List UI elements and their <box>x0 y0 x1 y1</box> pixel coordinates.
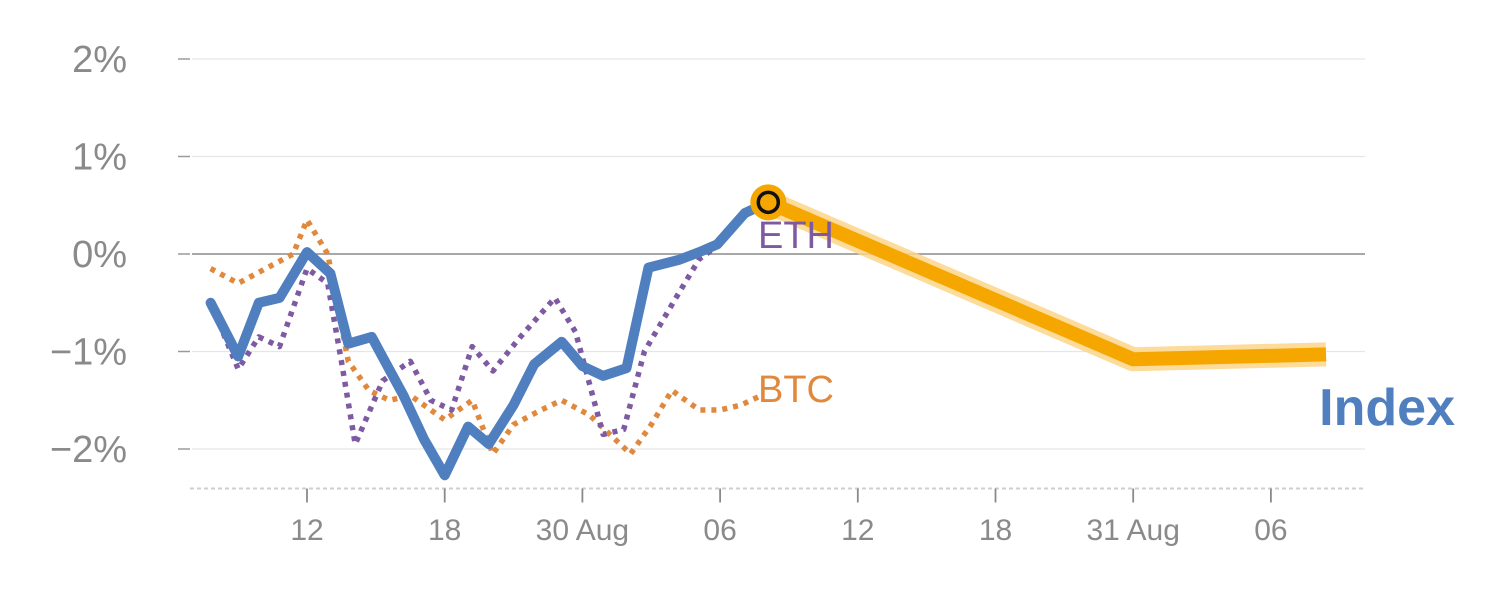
y-tick-label: 2% <box>72 39 127 81</box>
y-tick-label: 0% <box>72 234 127 276</box>
current-point-marker <box>750 184 787 221</box>
index-series-line <box>205 197 774 481</box>
forecast-series-halo <box>763 191 1327 372</box>
btc-series-label: BTC <box>758 369 834 411</box>
series-lines <box>205 191 1327 481</box>
x-tick-label: 06 <box>703 514 736 547</box>
x-tick-label: 18 <box>428 514 461 547</box>
x-tick-label: 12 <box>290 514 323 547</box>
x-tick-label: 12 <box>841 514 874 547</box>
y-axis: 2% 1% 0% −1% −2% <box>50 39 127 471</box>
x-tick-label: 06 <box>1254 514 1287 547</box>
x-axis: 12 18 30 Aug 06 12 18 31 Aug 06 <box>290 488 1288 547</box>
forecast-series-line <box>765 195 1327 367</box>
y-tick-label: −1% <box>50 332 127 374</box>
btc-series-line <box>209 217 763 457</box>
x-tick-label: 30 Aug <box>536 514 629 547</box>
x-tick-label: 31 Aug <box>1086 514 1179 547</box>
grid-lines <box>178 58 1365 490</box>
eth-series-label: ETH <box>758 215 834 257</box>
eth-series-line <box>208 198 764 447</box>
x-tick-label: 18 <box>979 514 1012 547</box>
y-tick-label: −2% <box>50 429 127 471</box>
y-tick-label: 1% <box>72 137 127 179</box>
marker-inner <box>756 190 781 215</box>
index-series-label: Index <box>1319 379 1455 437</box>
